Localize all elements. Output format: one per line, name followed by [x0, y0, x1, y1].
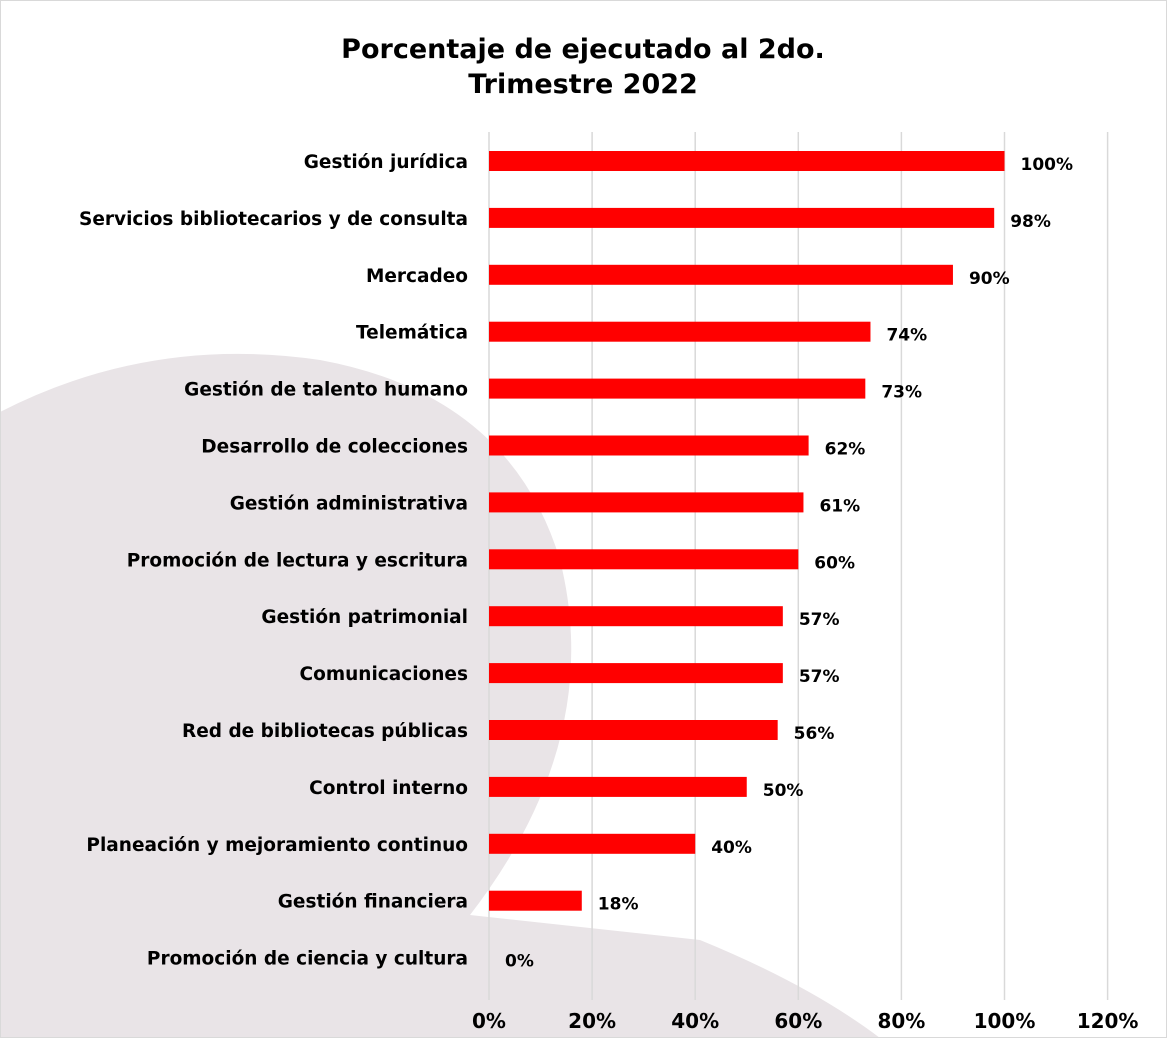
- bar: [489, 435, 809, 456]
- bars-group: [489, 151, 1005, 911]
- category-label: Mercadeo: [366, 266, 468, 287]
- x-tick-label: 40%: [671, 1009, 719, 1033]
- x-axis-tick-labels: 0% 20% 40% 60% 80% 100% 120%: [472, 1009, 1138, 1033]
- data-label: 98%: [1010, 212, 1051, 232]
- data-label: 62%: [825, 440, 866, 460]
- bar: [489, 151, 1005, 171]
- data-label: 40%: [711, 838, 752, 858]
- bar: [489, 606, 783, 627]
- data-label: 73%: [881, 383, 922, 403]
- x-tick-label: 20%: [568, 1009, 616, 1033]
- category-label: Gestión financiera: [278, 892, 468, 913]
- bar: [489, 264, 953, 285]
- x-tick-label: 100%: [974, 1009, 1036, 1033]
- category-label: Gestión patrimonial: [261, 607, 468, 628]
- x-tick-label: 80%: [877, 1009, 925, 1033]
- data-label: 0%: [505, 952, 534, 972]
- bar: [489, 549, 799, 570]
- x-tick-label: 60%: [774, 1009, 822, 1033]
- bar: [489, 321, 871, 342]
- category-label: Promoción de lectura y escritura: [127, 550, 468, 571]
- data-labels: 100% 98% 90% 74% 73% 62% 61% 60% 57% 57% 56% 50% 40%…: [505, 155, 1073, 972]
- category-label: Telemática: [356, 323, 468, 344]
- data-label: 56%: [794, 724, 835, 744]
- category-label: Gestión administrativa: [230, 493, 468, 514]
- bar: [489, 663, 783, 684]
- category-label: Red de bibliotecas públicas: [182, 721, 468, 742]
- data-label: 60%: [814, 553, 855, 573]
- category-label: Servicios bibliotecarios y de consulta: [79, 209, 468, 230]
- x-tick-label: 0%: [472, 1009, 506, 1033]
- bar: [489, 207, 995, 228]
- data-label: 18%: [598, 895, 639, 915]
- category-label: Gestión de talento humano: [184, 380, 468, 401]
- chart-title-line1: Porcentaje de ejecutado al 2do.: [341, 34, 825, 65]
- data-label: 57%: [799, 667, 840, 687]
- bar: [489, 890, 582, 911]
- x-tick-label: 120%: [1077, 1009, 1139, 1033]
- category-label: Comunicaciones: [300, 664, 468, 685]
- data-label: 57%: [799, 610, 840, 630]
- bar: [489, 776, 747, 797]
- data-label: 74%: [886, 326, 927, 346]
- bar: [489, 720, 778, 740]
- bar: [489, 833, 696, 854]
- category-label: Desarrollo de colecciones: [201, 437, 468, 458]
- category-label: Promoción de ciencia y cultura: [147, 949, 468, 970]
- data-label: 100%: [1021, 155, 1074, 175]
- category-labels: Gestión jurídica Servicios bibliotecarios…: [79, 152, 468, 970]
- bar: [489, 378, 866, 399]
- chart-title-line2: Trimestre 2022: [468, 69, 698, 100]
- category-label: Gestión jurídica: [304, 152, 468, 173]
- category-label: Control interno: [309, 778, 468, 799]
- decorative-background-shape: [0, 353, 880, 1038]
- data-label: 90%: [969, 269, 1010, 289]
- data-label: 50%: [763, 781, 804, 801]
- category-label: Planeación y mejoramiento continuo: [86, 835, 468, 856]
- data-label: 61%: [819, 496, 860, 516]
- bar: [489, 492, 804, 513]
